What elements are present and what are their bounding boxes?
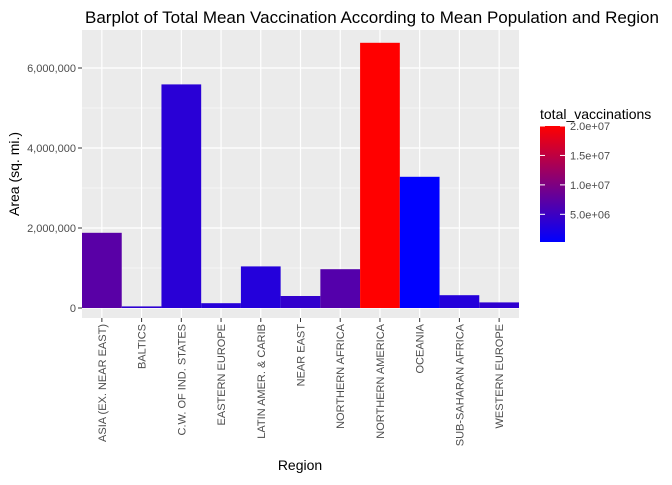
x-tick-label: OCEANIA <box>415 323 427 373</box>
x-axis: ASIA (EX. NEAR EAST) BALTICS C.W. OF IND. … <box>97 318 506 446</box>
chart-title: Barplot of Total Mean Vaccination Accord… <box>85 8 659 27</box>
x-tick-label: ASIA (EX. NEAR EAST) <box>97 324 109 442</box>
color-legend: total_vaccinations 5.0e+06 1.0e+07 1.5e+07… <box>540 106 651 242</box>
bar-near-east <box>280 296 321 308</box>
bar-eastern-europe <box>201 303 241 308</box>
x-axis-title: Region <box>278 457 322 473</box>
x-tick-label: NEAR EAST <box>296 324 308 387</box>
y-axis: 0 2,000,000 4,000,000 6,000,000 <box>27 63 82 315</box>
bar-baltics <box>121 306 162 308</box>
legend-tick-label: 5.0e+06 <box>570 209 610 221</box>
bar-northern-america <box>360 42 400 309</box>
x-tick-label: SUB-SAHARAN AFRICA <box>454 323 466 446</box>
y-tick-label: 0 <box>70 303 76 315</box>
x-tick-label: NORTHERN AFRICA <box>335 323 347 429</box>
bar-western-europe <box>479 302 519 308</box>
legend-title: total_vaccinations <box>540 106 651 122</box>
x-tick-label: WESTERN EUROPE <box>494 324 506 429</box>
y-tick-label: 4,000,000 <box>27 143 76 155</box>
x-tick-label: C.W. OF IND. STATES <box>176 324 188 435</box>
bar-asia-ex-near-east <box>82 232 122 308</box>
legend-tick-label: 1.5e+07 <box>570 150 610 162</box>
legend-tick-label: 1.0e+07 <box>570 180 610 192</box>
y-tick-label: 2,000,000 <box>27 223 76 235</box>
bars <box>82 42 519 309</box>
bar-sub-saharan-africa <box>439 295 480 308</box>
legend-color-bar <box>540 126 565 242</box>
legend-tick-label: 2.0e+07 <box>570 121 610 133</box>
bar-northern-africa <box>320 269 361 308</box>
bar-oceania <box>399 176 440 308</box>
y-tick-label: 6,000,000 <box>27 63 76 75</box>
y-axis-title: Area (sq. mi.) <box>6 132 22 216</box>
legend-ticks: 5.0e+06 1.0e+07 1.5e+07 2.0e+07 <box>540 121 610 221</box>
x-tick-label: NORTHERN AMERICA <box>375 323 387 438</box>
bar-latin-amer-carib <box>240 266 281 308</box>
x-tick-label: BALTICS <box>137 324 149 369</box>
x-tick-label: LATIN AMER. & CARIB <box>256 324 268 439</box>
bar-c-w-of-ind-states <box>161 84 202 309</box>
x-tick-label: EASTERN EUROPE <box>216 324 228 425</box>
